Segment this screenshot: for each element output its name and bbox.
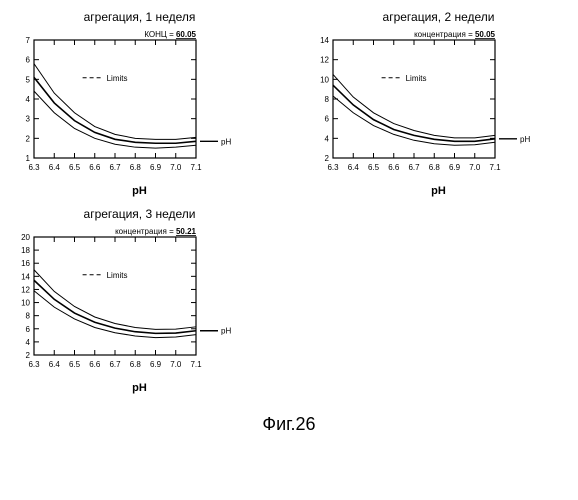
svg-text:6.4: 6.4 bbox=[49, 163, 61, 172]
x-axis-label: pH bbox=[309, 185, 568, 197]
svg-text:6.7: 6.7 bbox=[408, 163, 420, 172]
svg-text:6.3: 6.3 bbox=[28, 360, 40, 369]
chart-plot-area: 6.3 6.4 6.5 6.6 6.7 6.8 6.9 7.0 7.1 2 4 6 8 10 12 14 кон… bbox=[309, 26, 568, 181]
svg-text:КОНЦ = 60.05: КОНЦ = 60.05 bbox=[144, 30, 196, 39]
svg-text:12: 12 bbox=[320, 56, 329, 65]
svg-text:pH: pH bbox=[520, 135, 530, 144]
svg-text:6: 6 bbox=[26, 56, 31, 65]
svg-text:6.5: 6.5 bbox=[69, 163, 81, 172]
chart-grid: агрегация, 1 неделя 6.36.46.56.66.76.86.… bbox=[10, 10, 568, 394]
svg-text:7.1: 7.1 bbox=[190, 163, 202, 172]
svg-text:6.6: 6.6 bbox=[89, 360, 101, 369]
svg-text:16: 16 bbox=[21, 259, 30, 268]
svg-text:6.8: 6.8 bbox=[130, 360, 142, 369]
chart-title: агрегация, 2 недели bbox=[309, 10, 568, 24]
svg-text:4: 4 bbox=[26, 95, 31, 104]
svg-text:7.0: 7.0 bbox=[170, 360, 182, 369]
svg-text:6.5: 6.5 bbox=[69, 360, 81, 369]
svg-text:2: 2 bbox=[26, 134, 31, 143]
svg-text:6.5: 6.5 bbox=[368, 163, 380, 172]
svg-text:6.7: 6.7 bbox=[109, 360, 121, 369]
svg-text:20: 20 bbox=[21, 233, 30, 242]
chart-plot-area: 6.3 6.4 6.5 6.6 6.7 6.8 6.9 7.0 7.1 2 4 6 8 10 12 14 16 1… bbox=[10, 223, 269, 378]
svg-text:14: 14 bbox=[21, 272, 30, 281]
svg-text:7: 7 bbox=[26, 36, 31, 45]
svg-text:Limits: Limits bbox=[107, 74, 128, 83]
svg-text:6.8: 6.8 bbox=[429, 163, 441, 172]
svg-text:8: 8 bbox=[26, 312, 31, 321]
svg-text:6: 6 bbox=[325, 115, 330, 124]
svg-text:2: 2 bbox=[325, 154, 330, 163]
svg-text:10: 10 bbox=[21, 299, 30, 308]
svg-text:7.1: 7.1 bbox=[190, 360, 202, 369]
svg-text:6.8: 6.8 bbox=[130, 163, 142, 172]
svg-text:6.6: 6.6 bbox=[89, 163, 101, 172]
svg-text:12: 12 bbox=[21, 285, 30, 294]
svg-text:6.9: 6.9 bbox=[150, 360, 162, 369]
chart-plot-area: 6.3 6.4 6.5 6.6 6.7 6.8 6.9 7.0 7.1 1 2 3 4 5 6 7 КОНЦ =… bbox=[10, 26, 269, 181]
chart-title: агрегация, 1 неделя bbox=[10, 10, 269, 24]
svg-text:8: 8 bbox=[325, 95, 330, 104]
chart-panel-2: агрегация, 2 недели 6.36.46.56.66.76.86.… bbox=[309, 10, 568, 197]
chart-panel-1: агрегация, 1 неделя 6.36.46.56.66.76.86.… bbox=[10, 10, 269, 197]
svg-text:5: 5 bbox=[26, 75, 31, 84]
svg-text:pH: pH bbox=[221, 137, 231, 146]
svg-text:6.4: 6.4 bbox=[49, 360, 61, 369]
x-axis-label: pH bbox=[10, 185, 269, 197]
svg-text:концентрация = 50.05: концентрация = 50.05 bbox=[414, 30, 495, 39]
svg-text:6.4: 6.4 bbox=[348, 163, 360, 172]
svg-text:6.9: 6.9 bbox=[150, 163, 162, 172]
svg-text:концентрация = 50.21: концентрация = 50.21 bbox=[115, 227, 196, 236]
svg-text:4: 4 bbox=[26, 338, 31, 347]
svg-text:Limits: Limits bbox=[406, 74, 427, 83]
svg-text:Limits: Limits bbox=[107, 271, 128, 280]
svg-text:6.6: 6.6 bbox=[388, 163, 400, 172]
svg-text:6: 6 bbox=[26, 325, 31, 334]
svg-text:6.9: 6.9 bbox=[449, 163, 461, 172]
svg-text:1: 1 bbox=[26, 154, 31, 163]
svg-text:6.7: 6.7 bbox=[109, 163, 121, 172]
chart-title: агрегация, 3 недели bbox=[10, 207, 269, 221]
figure-caption: Фиг.26 bbox=[10, 414, 568, 435]
svg-text:7.1: 7.1 bbox=[489, 163, 501, 172]
svg-text:14: 14 bbox=[320, 36, 329, 45]
svg-text:7.0: 7.0 bbox=[170, 163, 182, 172]
svg-text:10: 10 bbox=[320, 75, 329, 84]
svg-text:2: 2 bbox=[26, 351, 31, 360]
svg-text:3: 3 bbox=[26, 115, 31, 124]
svg-text:18: 18 bbox=[21, 246, 30, 255]
svg-text:6.3: 6.3 bbox=[28, 163, 40, 172]
svg-text:pH: pH bbox=[221, 327, 231, 336]
x-axis-label: pH bbox=[10, 382, 269, 394]
svg-text:7.0: 7.0 bbox=[469, 163, 481, 172]
chart-panel-3: агрегация, 3 недели 6.36.46.56.66.76.86.… bbox=[10, 207, 269, 394]
svg-text:4: 4 bbox=[325, 134, 330, 143]
svg-text:6.3: 6.3 bbox=[327, 163, 339, 172]
